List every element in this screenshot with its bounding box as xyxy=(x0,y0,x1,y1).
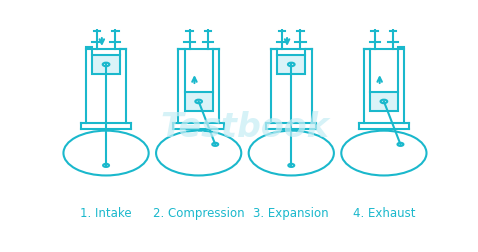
Text: 2. Compression: 2. Compression xyxy=(153,206,244,219)
Bar xyxy=(277,55,305,75)
Text: 1. Intake: 1. Intake xyxy=(80,206,132,219)
Bar xyxy=(370,92,398,112)
Text: 3. Expansion: 3. Expansion xyxy=(253,206,329,219)
Text: Testbook: Testbook xyxy=(161,111,329,144)
Bar xyxy=(92,55,120,75)
Bar xyxy=(185,92,213,112)
Text: 4. Exhaust: 4. Exhaust xyxy=(353,206,415,219)
